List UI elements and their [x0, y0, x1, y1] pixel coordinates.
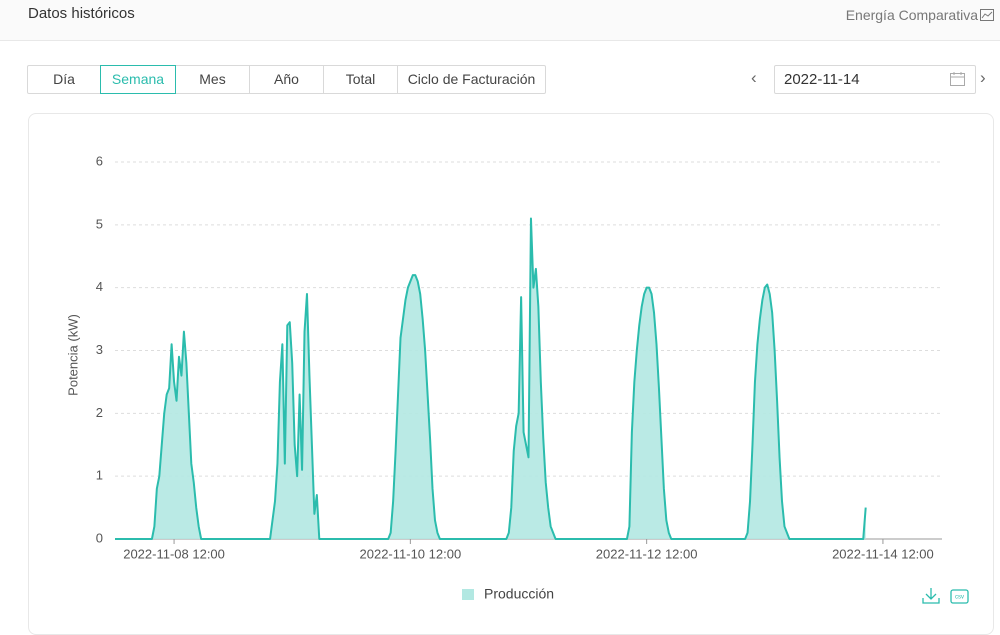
compare-icon[interactable]	[980, 9, 994, 21]
csv-icon[interactable]: csv	[950, 589, 969, 604]
download-icon[interactable]	[922, 588, 940, 604]
x-tick-label: 2022-11-14 12:00	[832, 546, 934, 561]
next-date[interactable]: ›	[980, 68, 986, 87]
series-line	[115, 217, 867, 540]
date-value: 2022-11-14	[784, 71, 860, 88]
legend-label: Producción	[484, 586, 554, 602]
prev-date[interactable]: ‹	[751, 68, 757, 87]
y-tick-label: 5	[96, 216, 103, 231]
period-tab[interactable]: Ciclo de Facturación	[397, 65, 546, 94]
page-title: Datos históricos	[28, 5, 135, 22]
date-picker[interactable]: 2022-11-14	[774, 65, 976, 94]
chart: Potencia (kW) csv 0 1 2 3 4 5 6 2022-11-08 12:0…	[65, 153, 969, 604]
y-tick-label: 1	[96, 468, 103, 483]
x-tick-label: 2022-11-12 12:00	[596, 546, 698, 561]
svg-text:csv: csv	[955, 595, 964, 601]
x-tick-label: 2022-11-08 12:00	[123, 546, 225, 561]
calendar-icon	[950, 72, 965, 86]
area-fill	[115, 218, 866, 540]
legend-swatch	[462, 589, 474, 600]
compare-link[interactable]: Energía Comparativa	[845, 7, 978, 23]
y-tick-label: 0	[96, 530, 103, 545]
y-tick-label: 6	[96, 153, 103, 168]
y-tick-label: 4	[96, 279, 103, 294]
y-axis-label: Potencia (kW)	[65, 314, 80, 396]
period-tab[interactable]: Total	[323, 65, 398, 94]
period-tab[interactable]: Semana	[100, 65, 176, 94]
period-tabs: Día Semana Mes Año Total Ciclo de Facturación	[27, 65, 546, 94]
y-tick-label: 3	[96, 342, 103, 357]
x-tick-label: 2022-11-10 12:00	[360, 546, 462, 561]
header-bar: Datos históricos Energía Comparativa	[0, 0, 1000, 41]
y-tick-label: 2	[96, 405, 103, 420]
